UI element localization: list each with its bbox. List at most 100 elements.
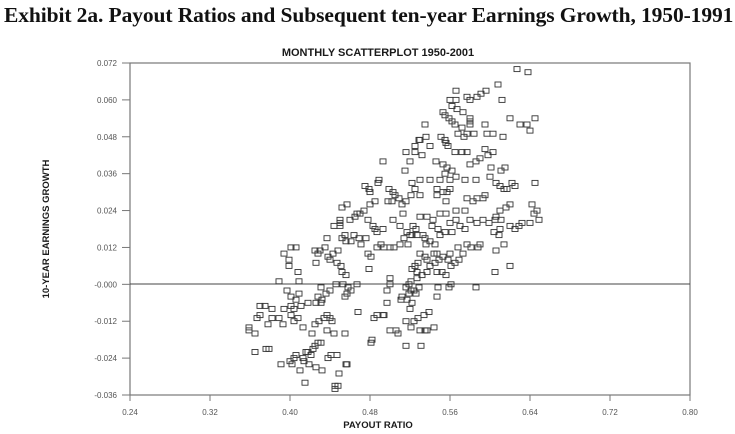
data-point-square <box>317 284 325 291</box>
y-tick-label: 0.024 <box>97 207 118 216</box>
data-point-square <box>483 130 491 137</box>
data-point-square <box>417 342 425 349</box>
data-point-square <box>305 361 313 368</box>
data-point-square <box>426 176 434 183</box>
data-point-square <box>447 262 455 269</box>
x-tick-label: 0.24 <box>122 408 138 417</box>
data-point-square <box>354 309 362 315</box>
data-point-square <box>452 173 460 180</box>
data-point-square <box>476 241 484 248</box>
data-point-square <box>446 176 454 183</box>
data-point-square <box>456 222 464 229</box>
data-point-square <box>405 290 413 297</box>
data-point-square <box>342 238 350 245</box>
data-point-square <box>490 229 498 236</box>
x-axis-label: PAYOUT RATIO <box>343 420 413 431</box>
data-point-square <box>489 149 497 156</box>
data-point-square <box>479 216 487 223</box>
x-tick-label: 0.64 <box>522 408 538 417</box>
data-point-square <box>366 201 374 208</box>
data-point-square <box>438 269 446 275</box>
data-point-square <box>347 238 355 245</box>
data-point-square <box>311 247 319 254</box>
data-point-square <box>436 176 444 183</box>
x-axis-ticks: 0.24 0.32 0.40 0.48 0.56 0.64 0.72 0.80 <box>122 395 698 417</box>
data-point-square <box>343 201 351 208</box>
data-point-square <box>324 253 332 260</box>
data-point-square <box>322 290 330 297</box>
data-point-square <box>402 342 410 349</box>
data-point-square <box>441 112 449 119</box>
data-point-square <box>528 201 536 208</box>
data-point-square <box>426 143 434 149</box>
data-point-square <box>502 204 510 211</box>
data-point-square <box>341 330 349 337</box>
data-point-square <box>467 244 475 251</box>
data-point-square <box>380 312 388 319</box>
data-point-square <box>416 250 424 257</box>
data-point-square <box>436 210 444 217</box>
data-point-square <box>290 355 298 362</box>
data-point-square <box>516 121 524 128</box>
data-point-square <box>444 256 452 263</box>
data-point-square <box>434 226 442 232</box>
data-point-square <box>361 183 369 189</box>
data-point-square <box>500 186 508 192</box>
data-point-square <box>404 241 412 248</box>
data-point-square <box>426 238 434 245</box>
data-point-square <box>492 179 500 186</box>
data-point-square <box>418 272 426 279</box>
data-point-square <box>275 278 283 285</box>
chart-title: MONTHLY SCATTERPLOT 1950-2001 <box>282 47 474 59</box>
data-point-square <box>308 330 316 337</box>
data-point-square <box>280 250 288 257</box>
data-point-square <box>297 302 305 309</box>
data-point-square <box>420 312 428 319</box>
data-point-square <box>321 244 329 251</box>
data-point-square <box>350 232 358 239</box>
data-point-square <box>476 155 484 162</box>
data-point-square <box>332 281 340 288</box>
data-point-square <box>418 152 426 159</box>
data-point-square <box>408 266 416 272</box>
data-point-square <box>501 164 509 171</box>
data-point-square <box>433 186 441 192</box>
data-point-square <box>408 179 416 186</box>
data-point-square <box>473 219 481 226</box>
data-point-square <box>451 259 459 266</box>
data-point-square <box>437 133 445 140</box>
data-point-square <box>335 370 343 377</box>
data-point-square <box>506 262 514 269</box>
data-point-square <box>379 158 387 165</box>
data-point-square <box>472 158 480 165</box>
data-point-square <box>402 318 410 325</box>
data-point-square <box>500 241 508 248</box>
y-tick-label: 0.012 <box>97 243 118 252</box>
data-point-square <box>416 176 424 183</box>
data-point-square <box>309 345 317 352</box>
data-point-square <box>342 272 350 279</box>
data-point-square <box>463 195 471 202</box>
data-point-square <box>423 213 431 220</box>
data-point-square <box>294 315 302 322</box>
data-point-square <box>433 293 441 300</box>
x-tick-label: 0.48 <box>362 408 378 417</box>
data-point-square <box>299 324 307 331</box>
data-point-square <box>295 290 303 297</box>
data-point-square <box>448 103 456 109</box>
y-tick-label: 0.072 <box>97 59 118 68</box>
data-point-square <box>433 250 441 257</box>
data-point-square <box>436 232 444 239</box>
data-point-square <box>357 241 365 248</box>
data-point-square <box>469 198 477 205</box>
data-point-square <box>451 149 459 156</box>
data-point-square <box>411 186 419 192</box>
data-point-square <box>452 207 460 214</box>
data-point-square <box>389 189 397 196</box>
data-point-square <box>265 345 273 352</box>
data-point-square <box>446 219 454 226</box>
data-point-square <box>482 87 490 94</box>
data-point-square <box>407 192 415 199</box>
data-point-square <box>398 201 406 208</box>
data-point-square <box>485 219 493 226</box>
